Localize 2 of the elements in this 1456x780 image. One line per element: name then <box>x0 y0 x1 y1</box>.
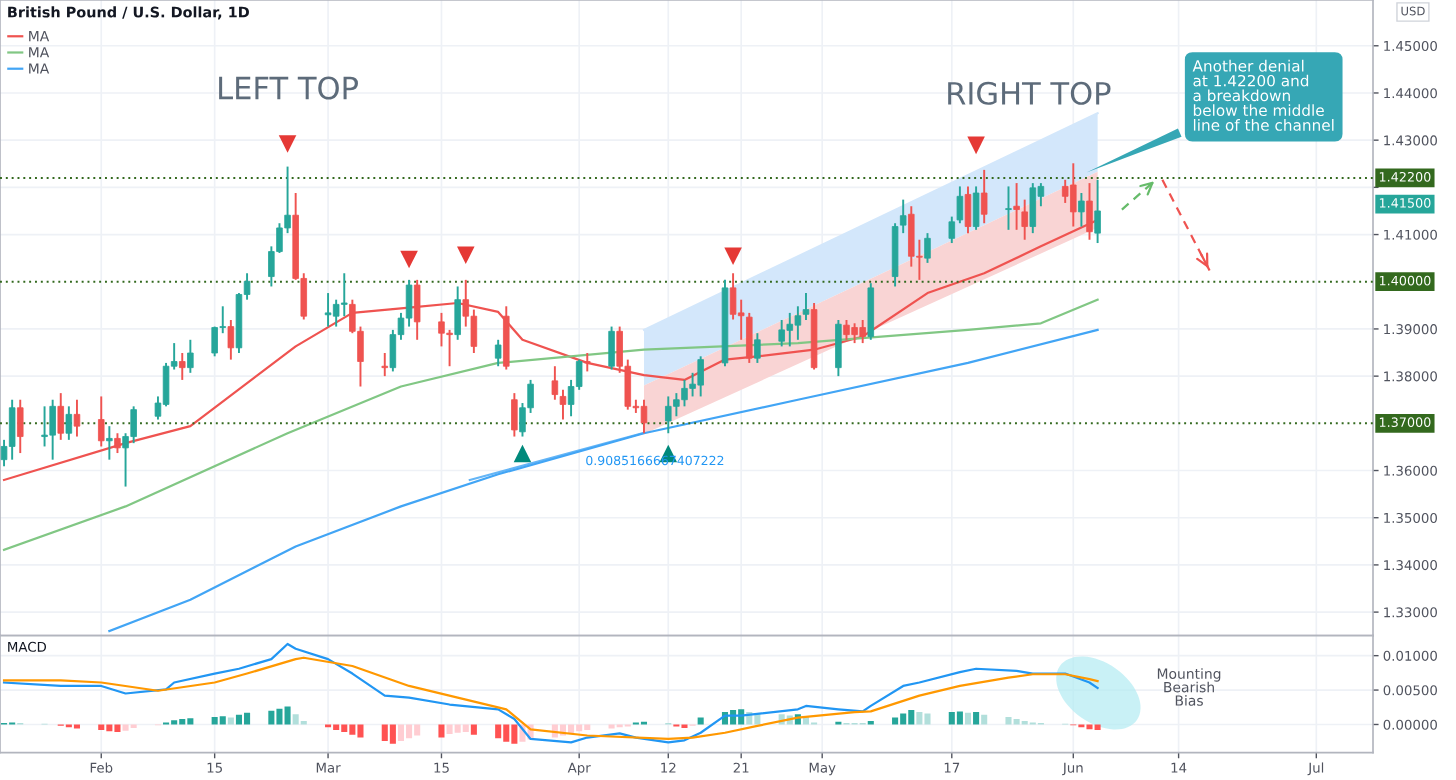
annotation: RIGHT TOP <box>948 81 1111 105</box>
annotation: LEFT TOP <box>219 76 358 100</box>
